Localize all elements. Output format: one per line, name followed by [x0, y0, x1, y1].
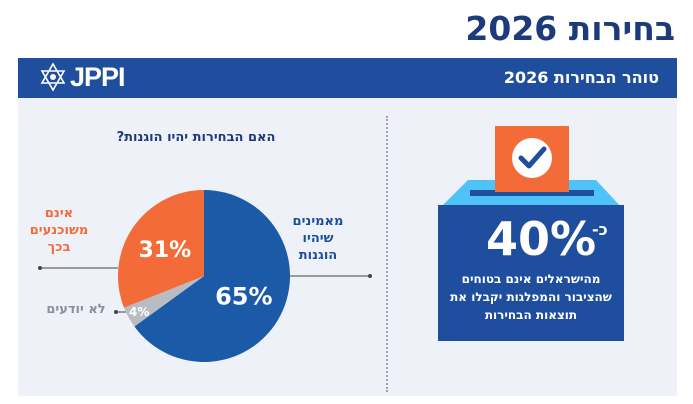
page-title: בחירות 2026	[465, 9, 675, 48]
logo-text: JPPI	[70, 61, 126, 92]
check-mark-icon	[518, 146, 547, 169]
legend-believe: מאמינים שיהיו הוגנות	[292, 214, 344, 263]
header-title: טוהר הבחירות 2026	[503, 68, 659, 87]
jppi-logo: JPPI	[38, 60, 126, 94]
stat-prefix: כ-	[592, 220, 608, 239]
ballot-box-body	[438, 205, 624, 341]
stat-value: 40%	[486, 212, 597, 266]
divider	[386, 116, 388, 392]
pie-slice-dont-know	[124, 276, 204, 327]
star-of-david-icon	[40, 62, 66, 92]
pie-label-dont-know: 4%	[129, 305, 149, 319]
pie-slice-not-convinced	[118, 190, 204, 308]
pie-slice-believe	[134, 190, 291, 362]
legend-not-convinced: אינם משוכנעים בכך	[29, 206, 89, 255]
header-bar	[18, 58, 677, 98]
chart-title: האם הבחירות יהיו הוגנות?	[116, 130, 276, 145]
legend-dont-know: לא יודעים	[46, 302, 106, 317]
ballot-slot	[470, 190, 594, 196]
pie-label-believe: 65%	[215, 283, 272, 311]
pie-label-not-convinced: 31%	[139, 238, 192, 263]
stat-text: מהישראלים אינם בטוחים שהציבור והמפלגות י…	[450, 272, 612, 322]
check-circle-icon	[512, 138, 552, 178]
